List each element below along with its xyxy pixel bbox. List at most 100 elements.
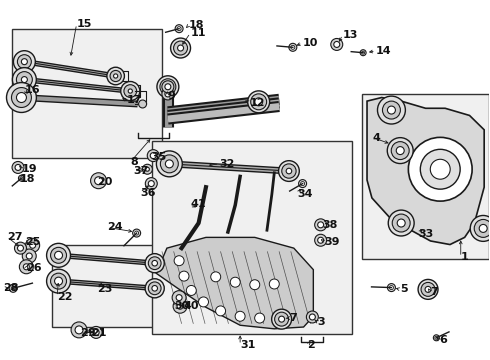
Circle shape <box>146 167 149 171</box>
Circle shape <box>274 312 289 326</box>
Circle shape <box>396 147 404 154</box>
FancyBboxPatch shape <box>362 94 489 259</box>
Text: 7: 7 <box>289 313 296 323</box>
Circle shape <box>160 79 176 95</box>
Circle shape <box>146 177 157 190</box>
Circle shape <box>24 264 29 270</box>
Circle shape <box>235 311 245 321</box>
Circle shape <box>425 287 431 292</box>
Circle shape <box>230 277 240 287</box>
Circle shape <box>71 322 87 338</box>
Circle shape <box>148 282 161 295</box>
Circle shape <box>150 153 156 159</box>
Text: 21: 21 <box>91 328 107 338</box>
Circle shape <box>165 91 171 97</box>
Circle shape <box>26 253 32 259</box>
Circle shape <box>309 314 316 320</box>
Circle shape <box>152 260 157 266</box>
Text: 15: 15 <box>76 19 92 29</box>
Circle shape <box>50 273 67 289</box>
Circle shape <box>135 231 139 235</box>
Circle shape <box>177 27 181 31</box>
Text: 7: 7 <box>431 287 438 297</box>
Circle shape <box>362 51 365 54</box>
Text: 10: 10 <box>303 38 318 48</box>
Circle shape <box>274 312 284 322</box>
Text: 34: 34 <box>298 189 313 199</box>
Circle shape <box>421 282 435 296</box>
Circle shape <box>128 89 132 93</box>
Text: 32: 32 <box>220 159 235 169</box>
Circle shape <box>15 165 21 170</box>
Circle shape <box>306 311 318 323</box>
Text: 6: 6 <box>439 334 447 345</box>
Circle shape <box>179 271 189 281</box>
Circle shape <box>388 284 395 292</box>
Circle shape <box>114 74 118 78</box>
Text: 19: 19 <box>22 163 37 174</box>
Text: 26: 26 <box>26 263 42 273</box>
Text: 14: 14 <box>376 46 392 56</box>
Circle shape <box>377 96 405 124</box>
Circle shape <box>145 254 164 273</box>
Circle shape <box>148 257 161 270</box>
Circle shape <box>12 162 24 174</box>
Circle shape <box>177 303 183 309</box>
Text: 33: 33 <box>418 229 434 239</box>
Circle shape <box>13 51 35 73</box>
Text: 35: 35 <box>151 152 167 162</box>
Circle shape <box>19 175 25 181</box>
Circle shape <box>54 251 63 259</box>
Text: 22: 22 <box>57 292 73 302</box>
Text: 13: 13 <box>343 30 358 40</box>
Circle shape <box>162 88 174 100</box>
Circle shape <box>173 41 188 55</box>
Circle shape <box>6 82 36 112</box>
Circle shape <box>156 151 182 177</box>
Circle shape <box>11 87 31 108</box>
Circle shape <box>470 216 490 241</box>
Circle shape <box>186 285 196 296</box>
Circle shape <box>91 173 106 189</box>
Circle shape <box>15 242 26 254</box>
Text: 25: 25 <box>25 237 41 247</box>
Circle shape <box>390 285 393 289</box>
Circle shape <box>22 249 36 263</box>
Circle shape <box>173 299 187 313</box>
Text: 37: 37 <box>134 166 149 176</box>
Circle shape <box>388 210 414 236</box>
Text: 20: 20 <box>98 177 113 187</box>
Circle shape <box>397 219 405 227</box>
Circle shape <box>12 68 36 91</box>
Circle shape <box>176 294 182 301</box>
Circle shape <box>248 91 270 113</box>
Circle shape <box>392 214 410 232</box>
Circle shape <box>75 326 83 334</box>
Circle shape <box>255 313 265 323</box>
Circle shape <box>331 39 343 50</box>
Circle shape <box>177 45 184 51</box>
Circle shape <box>172 291 186 305</box>
Circle shape <box>9 284 17 292</box>
Text: 12: 12 <box>250 98 266 108</box>
Circle shape <box>318 222 324 228</box>
Text: 30: 30 <box>174 301 190 311</box>
Circle shape <box>18 245 24 251</box>
Circle shape <box>211 272 220 282</box>
Polygon shape <box>367 98 484 244</box>
Text: 39: 39 <box>324 237 340 247</box>
Polygon shape <box>156 237 313 329</box>
Circle shape <box>47 243 71 267</box>
Circle shape <box>171 38 191 58</box>
Circle shape <box>22 59 27 65</box>
Circle shape <box>408 138 472 201</box>
Circle shape <box>95 177 102 185</box>
Circle shape <box>90 327 102 338</box>
Circle shape <box>164 83 172 91</box>
Circle shape <box>289 43 297 51</box>
Text: 2: 2 <box>308 340 315 350</box>
FancyBboxPatch shape <box>52 244 170 327</box>
Circle shape <box>300 181 305 185</box>
Text: 17: 17 <box>127 95 143 105</box>
Circle shape <box>22 77 27 82</box>
